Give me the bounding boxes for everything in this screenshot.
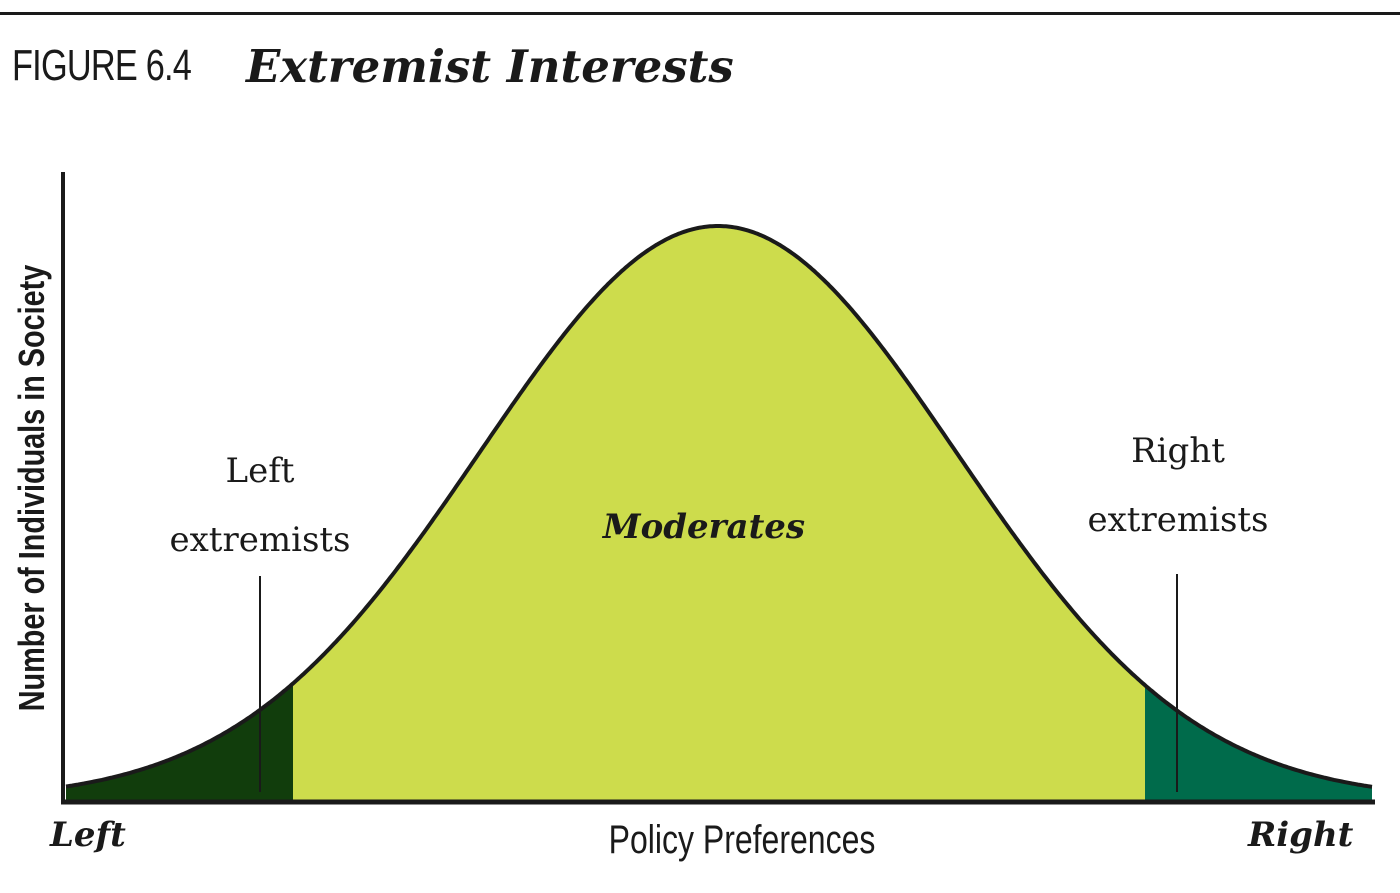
x-axis-right-pole: Right bbox=[1248, 815, 1354, 855]
x-axis-label: Policy Preferences bbox=[608, 818, 876, 862]
right-extremists-label-line1: Right bbox=[1131, 431, 1225, 471]
x-axis-left-pole: Left bbox=[50, 815, 126, 855]
right-extremists-label-line2: extremists bbox=[1087, 500, 1269, 540]
moderates-label: Moderates bbox=[602, 507, 806, 547]
left-extremists-label: Left extremists bbox=[169, 437, 350, 575]
right-extremists-label: Right extremists bbox=[1087, 417, 1268, 555]
left-extremists-label-line2: extremists bbox=[169, 520, 351, 560]
left-extremists-area bbox=[66, 683, 293, 802]
moderates-area bbox=[293, 226, 1145, 802]
distribution-curve bbox=[65, 224, 1373, 789]
left-extremists-label-line1: Left bbox=[225, 451, 295, 491]
figure-number: FIGURE 6.4 bbox=[12, 41, 192, 90]
right-extremists-area bbox=[1145, 685, 1372, 802]
top-rule bbox=[0, 12, 1400, 15]
y-axis-label: Number of Individuals in Society bbox=[11, 264, 52, 712]
figure-title: Extremist Interests bbox=[246, 40, 734, 93]
